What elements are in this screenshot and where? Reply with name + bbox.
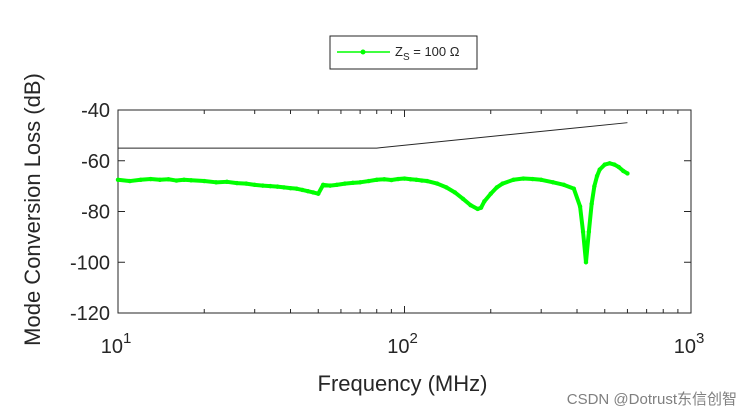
series-point — [300, 187, 305, 193]
series-point — [281, 185, 287, 190]
series-point — [494, 185, 500, 190]
series-point — [366, 178, 371, 184]
series-point — [586, 229, 592, 234]
series-point — [260, 183, 265, 188]
series-point — [181, 177, 187, 182]
legend-swatch-marker — [360, 49, 366, 55]
series-point — [612, 162, 617, 167]
x-tick-label: 101 — [101, 330, 132, 358]
series-point — [602, 162, 607, 167]
series-point — [511, 177, 516, 182]
series-point — [521, 176, 526, 181]
series-point — [213, 180, 219, 185]
series-point — [224, 179, 230, 185]
series-point — [621, 168, 626, 174]
series-point — [327, 183, 333, 188]
series-point — [138, 177, 143, 182]
series-point — [334, 182, 339, 188]
series-point — [580, 229, 586, 234]
legend-entry-label: ZS = 100 Ω — [395, 44, 460, 63]
series-point — [115, 177, 121, 182]
y-tick-label: -60 — [81, 151, 110, 173]
series-point — [607, 161, 612, 166]
series-point — [243, 181, 249, 186]
series-point — [157, 177, 163, 182]
series-point — [414, 177, 419, 182]
series-point — [305, 189, 311, 194]
series-point — [468, 202, 473, 208]
series-point — [597, 167, 602, 172]
watermark-text: CSDN @Dotrust东信创智 — [566, 391, 737, 408]
series-point — [382, 177, 387, 182]
series-point — [625, 171, 630, 176]
series-point — [202, 178, 207, 184]
series-point — [577, 204, 583, 209]
series-point — [402, 176, 407, 181]
series-point — [288, 185, 293, 191]
series-point — [268, 183, 273, 189]
series-point — [408, 177, 413, 182]
series-point — [350, 180, 355, 186]
series-point — [616, 164, 622, 170]
series-point — [488, 191, 493, 196]
series-point — [460, 196, 466, 202]
series-point — [316, 191, 321, 196]
series-point — [294, 186, 299, 191]
series-point — [530, 176, 535, 182]
y-tick-label: -100 — [70, 252, 110, 274]
plot-area-frame — [117, 109, 692, 314]
series-point — [475, 206, 480, 212]
limit-line — [118, 122, 628, 149]
series-point — [275, 184, 280, 189]
series-point — [320, 182, 326, 188]
x-minor-ticks — [203, 110, 679, 313]
series-point — [482, 199, 487, 204]
series-point — [592, 183, 597, 189]
series-point — [561, 182, 567, 188]
series-point — [342, 181, 348, 186]
series-point — [434, 181, 440, 186]
series-point — [571, 186, 577, 191]
y-tick-label: -120 — [70, 303, 110, 325]
x-axis-label: Frequency (MHz) — [318, 371, 488, 396]
series-point — [395, 176, 401, 182]
series-point — [234, 180, 240, 186]
series-line — [116, 161, 630, 265]
series-point — [127, 178, 133, 184]
series-point — [594, 173, 600, 179]
series-point — [419, 178, 425, 183]
series-point — [424, 178, 430, 184]
y-tick-label: -40 — [81, 100, 110, 122]
series-point — [444, 185, 449, 190]
series-point — [310, 190, 316, 195]
series-point — [148, 176, 153, 182]
series-point — [452, 190, 458, 195]
y-axis-label: Mode Conversion Loss (dB) — [20, 73, 45, 346]
series-point — [389, 177, 394, 183]
series-point — [374, 177, 379, 182]
series-point — [166, 177, 171, 182]
series-point — [252, 182, 257, 188]
series-point — [188, 178, 194, 183]
legend: ZS = 100 Ω — [329, 35, 478, 70]
series-point — [478, 205, 484, 210]
y-tick-label: -80 — [81, 202, 110, 224]
series-point — [589, 201, 594, 207]
x-tick-label: 103 — [674, 330, 705, 358]
x-tick-label: 102 — [387, 330, 418, 358]
series-point — [583, 260, 589, 265]
series-point — [500, 181, 505, 186]
series-point — [174, 178, 179, 183]
series-point — [357, 180, 363, 185]
series-point — [550, 180, 556, 185]
series-point — [538, 177, 544, 182]
